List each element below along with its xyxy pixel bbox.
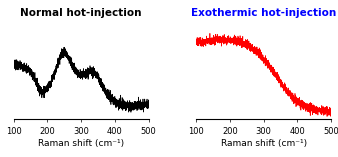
X-axis label: Raman shift (cm⁻¹): Raman shift (cm⁻¹) [221,139,307,148]
X-axis label: Raman shift (cm⁻¹): Raman shift (cm⁻¹) [38,139,124,148]
Title: Exothermic hot-injection: Exothermic hot-injection [191,8,336,18]
Title: Normal hot-injection: Normal hot-injection [20,8,142,18]
